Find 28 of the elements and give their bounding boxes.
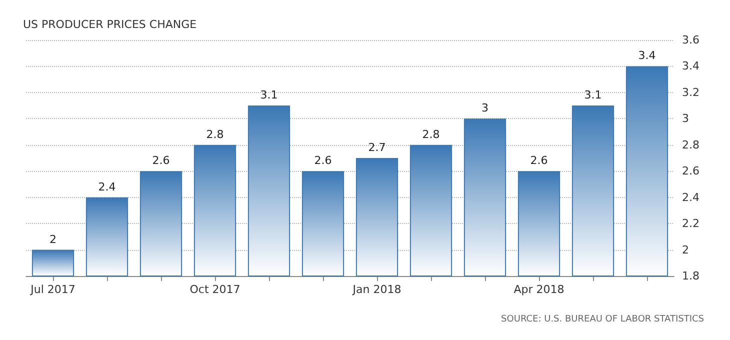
x-tick-label: Jan 2018 (352, 283, 402, 296)
x-tick-label: Oct 2017 (190, 283, 240, 296)
y-tick-label: 1.8 (682, 270, 700, 282)
data-label: 2.6 (314, 154, 332, 168)
data-label: 2 (50, 232, 56, 246)
data-label: 2.4 (98, 180, 116, 194)
x-tick-label: Apr 2018 (514, 283, 564, 296)
data-label: 3.1 (584, 88, 602, 102)
y-tick-label: 2.6 (682, 164, 700, 178)
y-tick-label: 3.4 (682, 60, 700, 73)
y-tick-label: 3.2 (682, 86, 700, 99)
data-label: 2.6 (530, 154, 548, 168)
data-label: 3.1 (260, 88, 278, 102)
data-label: 2.8 (422, 128, 440, 141)
data-label: 2.7 (368, 141, 386, 154)
source-note: SOURCE: U.S. BUREAU OF LABOR STATISTICS (501, 314, 704, 324)
data-label: 2.8 (206, 128, 224, 141)
data-label: 3 (482, 102, 488, 115)
y-tick-label: 2.4 (682, 190, 700, 204)
chart-title: US PRODUCER PRICES CHANGE (23, 18, 197, 31)
data-label: 3.4 (638, 49, 656, 62)
y-tick-label: 2.2 (682, 217, 700, 230)
y-tick-label: 3 (682, 112, 689, 126)
y-tick-label: 2 (682, 243, 689, 256)
y-tick-label: 2.8 (682, 138, 700, 152)
y-tick-label: 3.6 (682, 34, 700, 46)
data-label: 2.6 (152, 154, 170, 168)
x-tick-label: Jul 2017 (30, 283, 76, 296)
